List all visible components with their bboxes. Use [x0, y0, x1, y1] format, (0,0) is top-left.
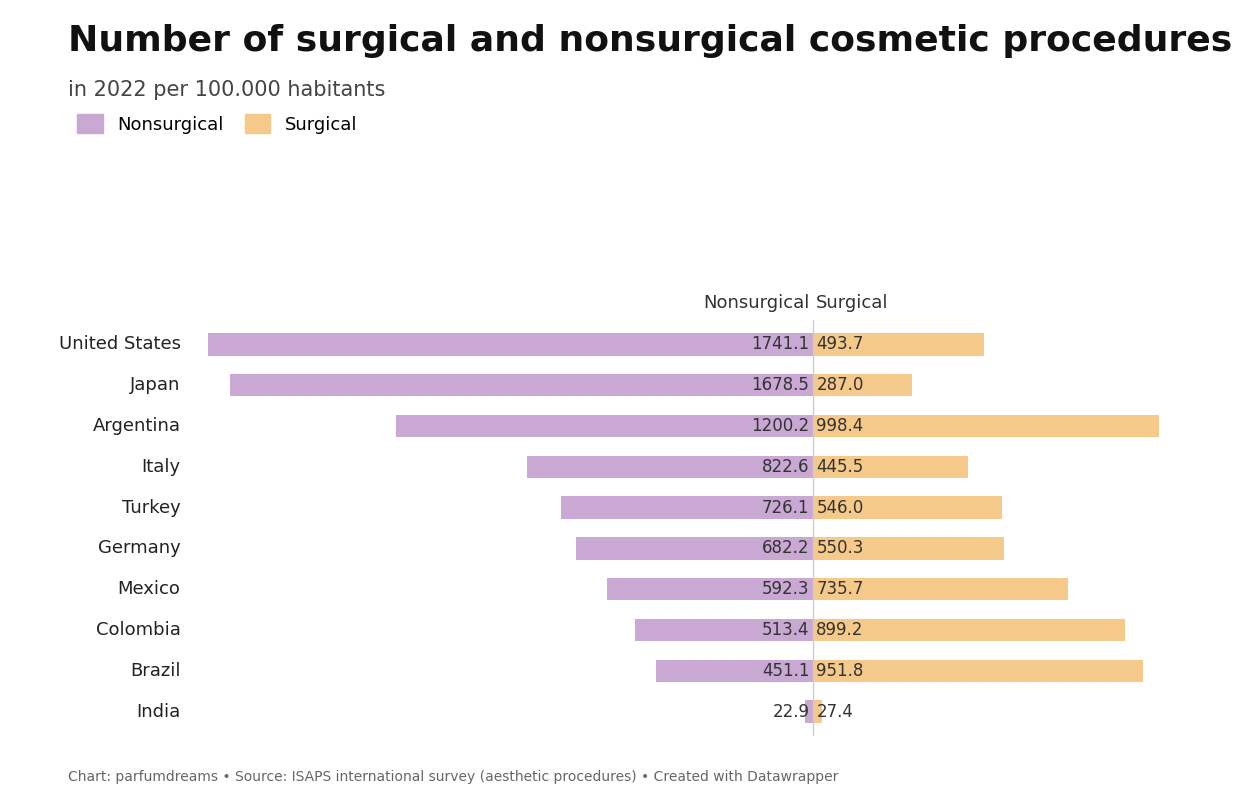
Legend: Nonsurgical, Surgical: Nonsurgical, Surgical	[77, 114, 357, 134]
Bar	[635, 618, 813, 641]
Text: Brazil: Brazil	[130, 662, 181, 680]
Text: India: India	[136, 702, 181, 721]
Text: 493.7: 493.7	[816, 335, 864, 354]
Bar	[208, 334, 813, 356]
Text: Mexico: Mexico	[118, 580, 181, 598]
Text: 22.9: 22.9	[773, 702, 810, 721]
Text: Colombia: Colombia	[95, 621, 181, 639]
Text: 899.2: 899.2	[816, 621, 864, 639]
Bar	[813, 537, 1004, 560]
Bar	[813, 578, 1069, 600]
Bar	[396, 415, 813, 438]
Text: 287.0: 287.0	[816, 376, 864, 394]
Text: 592.3: 592.3	[761, 580, 810, 598]
Bar	[813, 456, 967, 478]
Text: 726.1: 726.1	[761, 498, 810, 517]
Text: 822.6: 822.6	[761, 458, 810, 476]
Text: Number of surgical and nonsurgical cosmetic procedures: Number of surgical and nonsurgical cosme…	[68, 24, 1233, 58]
Text: Turkey: Turkey	[122, 498, 181, 517]
Text: 513.4: 513.4	[761, 621, 810, 639]
Text: 1678.5: 1678.5	[751, 376, 810, 394]
Text: 27.4: 27.4	[816, 702, 853, 721]
Text: Argentina: Argentina	[93, 417, 181, 435]
Text: in 2022 per 100.000 habitants: in 2022 per 100.000 habitants	[68, 80, 386, 100]
Bar	[813, 415, 1159, 438]
Text: United States: United States	[58, 335, 181, 354]
Text: Japan: Japan	[130, 376, 181, 394]
Text: 445.5: 445.5	[816, 458, 863, 476]
Bar	[813, 334, 985, 356]
Bar	[656, 659, 813, 682]
Bar	[813, 374, 913, 397]
Bar	[813, 618, 1125, 641]
Bar	[805, 700, 813, 722]
Text: 951.8: 951.8	[816, 662, 864, 680]
Bar	[813, 659, 1143, 682]
Text: 451.1: 451.1	[761, 662, 810, 680]
Text: 1200.2: 1200.2	[751, 417, 810, 435]
Bar	[560, 496, 813, 519]
Bar	[813, 496, 1002, 519]
Text: Italy: Italy	[141, 458, 181, 476]
Bar	[575, 537, 813, 560]
Text: Chart: parfumdreams • Source: ISAPS international survey (aesthetic procedures) : Chart: parfumdreams • Source: ISAPS inte…	[68, 770, 838, 784]
Text: Surgical: Surgical	[816, 294, 889, 312]
Bar	[231, 374, 813, 397]
Text: Nonsurgical: Nonsurgical	[703, 294, 810, 312]
Text: 1741.1: 1741.1	[751, 335, 810, 354]
Bar	[527, 456, 813, 478]
Text: 546.0: 546.0	[816, 498, 863, 517]
Bar	[813, 700, 822, 722]
Text: 735.7: 735.7	[816, 580, 864, 598]
Text: Germany: Germany	[98, 539, 181, 558]
Text: 550.3: 550.3	[816, 539, 864, 558]
Bar	[608, 578, 813, 600]
Text: 998.4: 998.4	[816, 417, 863, 435]
Text: 682.2: 682.2	[761, 539, 810, 558]
